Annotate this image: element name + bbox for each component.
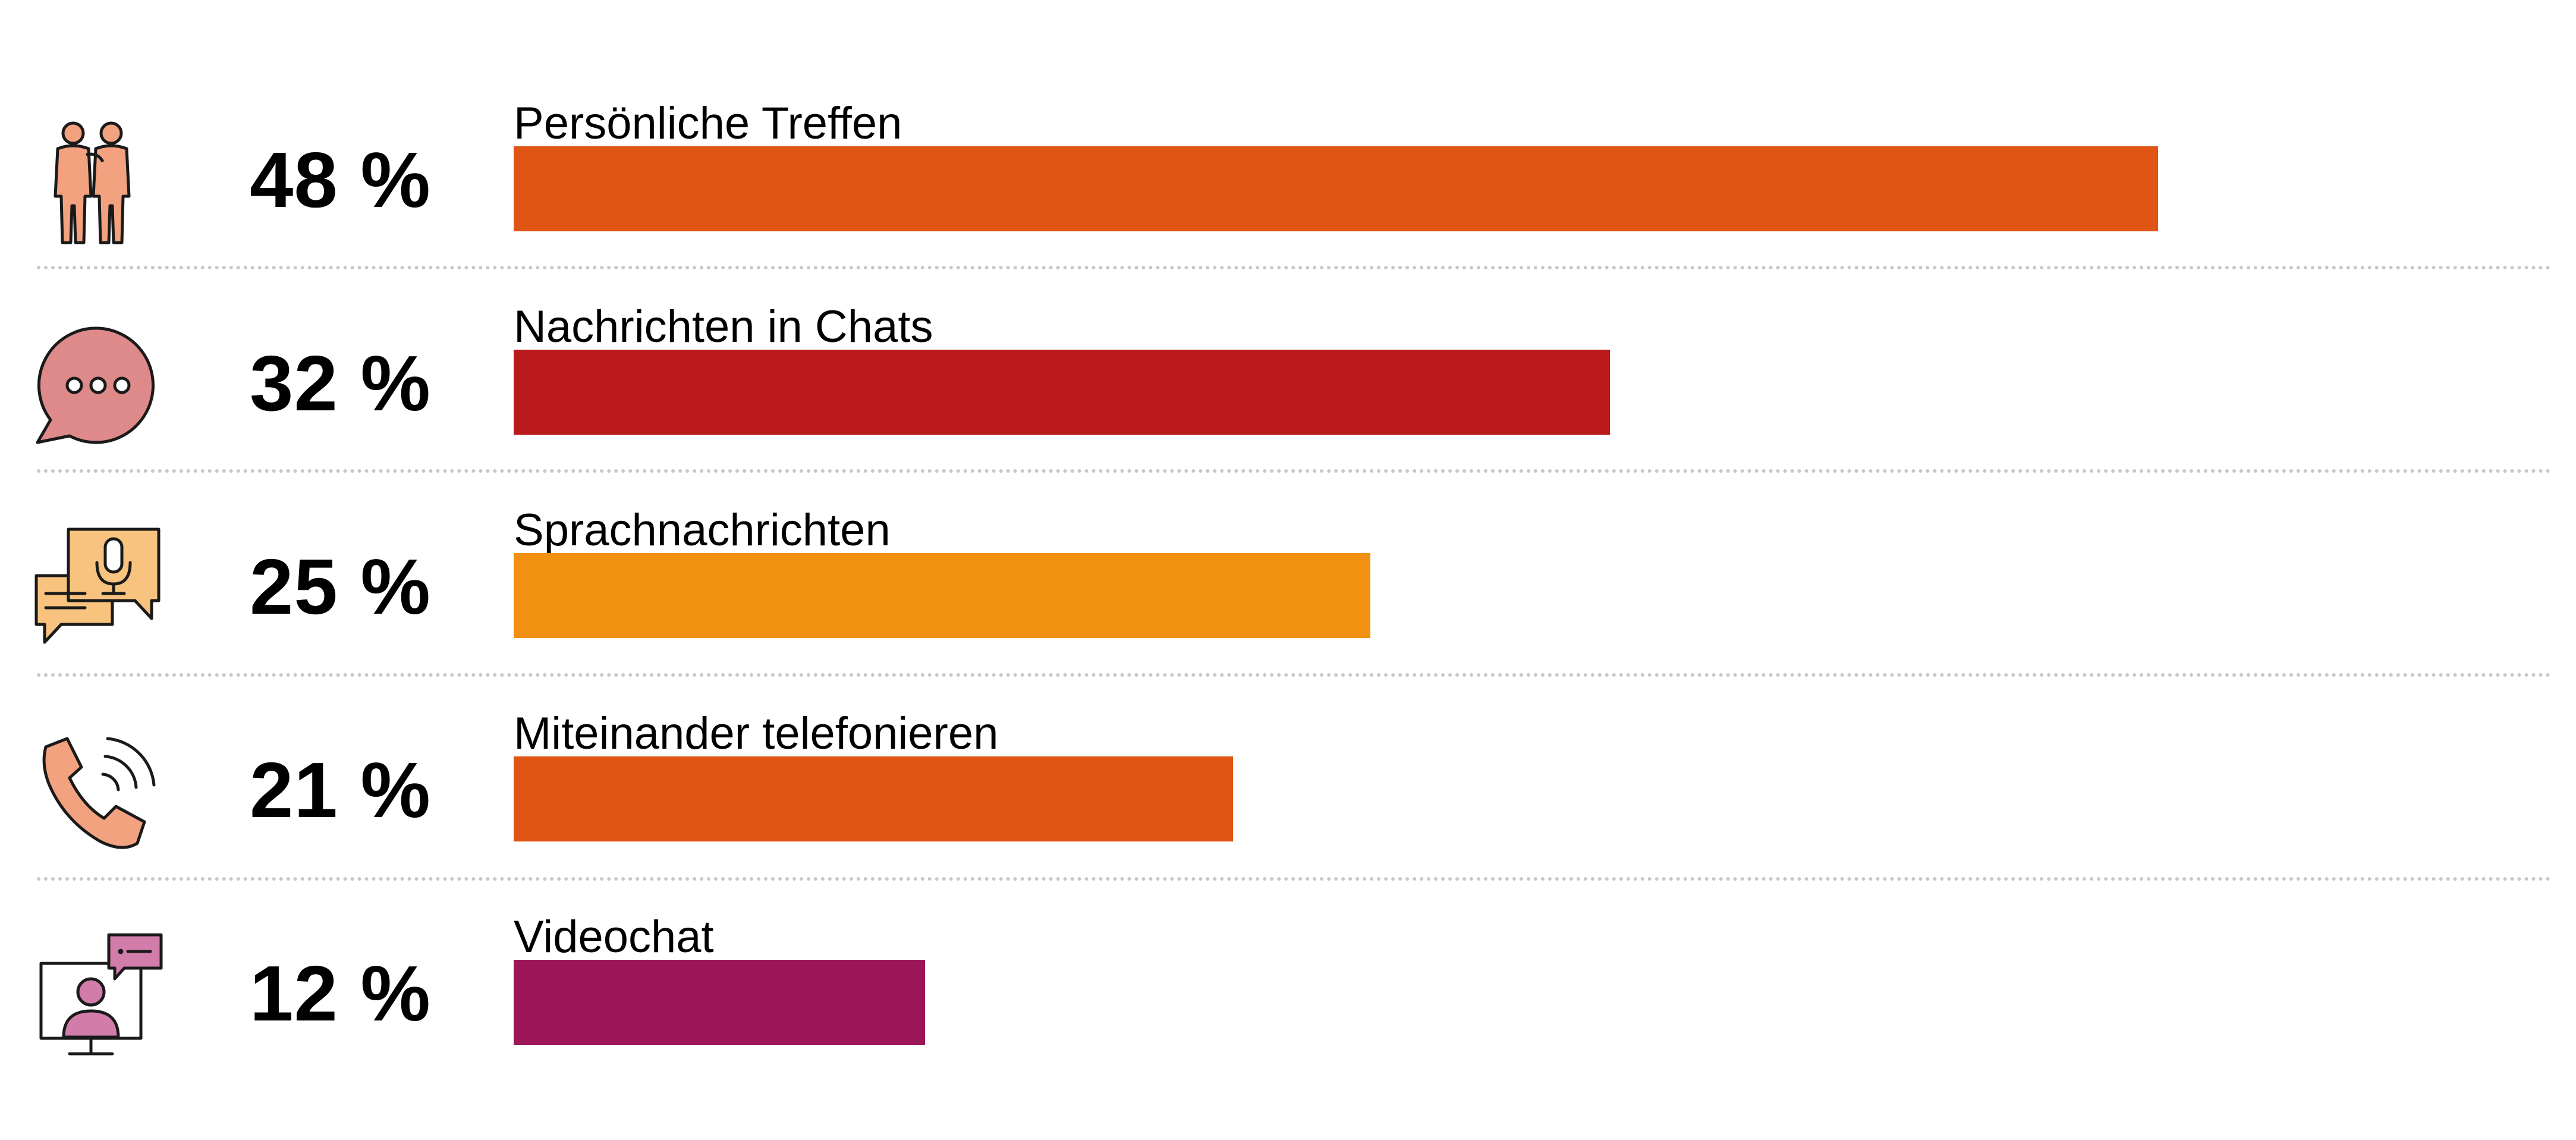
voice-message-icon (33, 525, 163, 655)
two-people-icon (33, 118, 163, 249)
bar (514, 553, 1370, 638)
value-label: 12 % (250, 950, 431, 1037)
bar (514, 756, 1234, 841)
category-label: Miteinander telefonieren (514, 708, 999, 759)
bar (514, 350, 1611, 435)
value-label: 25 % (250, 543, 431, 630)
video-chat-icon (33, 931, 163, 1062)
chart-row: 12 % Videochat (0, 907, 2576, 1111)
chart-row: 32 % Nachrichten in Chats (0, 297, 2576, 501)
category-label: Nachrichten in Chats (514, 302, 933, 352)
row-divider (37, 673, 2552, 677)
value-label: 21 % (250, 746, 431, 834)
bar (514, 146, 2159, 231)
chart-row: 21 % Miteinander telefonieren (0, 704, 2576, 907)
category-label: Sprachnachrichten (514, 505, 891, 555)
chat-bubble-icon (33, 321, 163, 452)
bar (514, 960, 925, 1045)
value-label: 32 % (250, 340, 431, 427)
category-label: Persönliche Treffen (514, 98, 902, 149)
chart-row: 48 % Persönliche Treffen (0, 94, 2576, 297)
category-label: Videochat (514, 912, 714, 962)
row-divider (37, 266, 2552, 269)
row-divider (37, 877, 2552, 881)
row-divider (37, 469, 2552, 473)
chart-row: 25 % Sprachnachrichten (0, 501, 2576, 704)
value-label: 48 % (250, 136, 431, 224)
phone-call-icon (33, 728, 163, 859)
